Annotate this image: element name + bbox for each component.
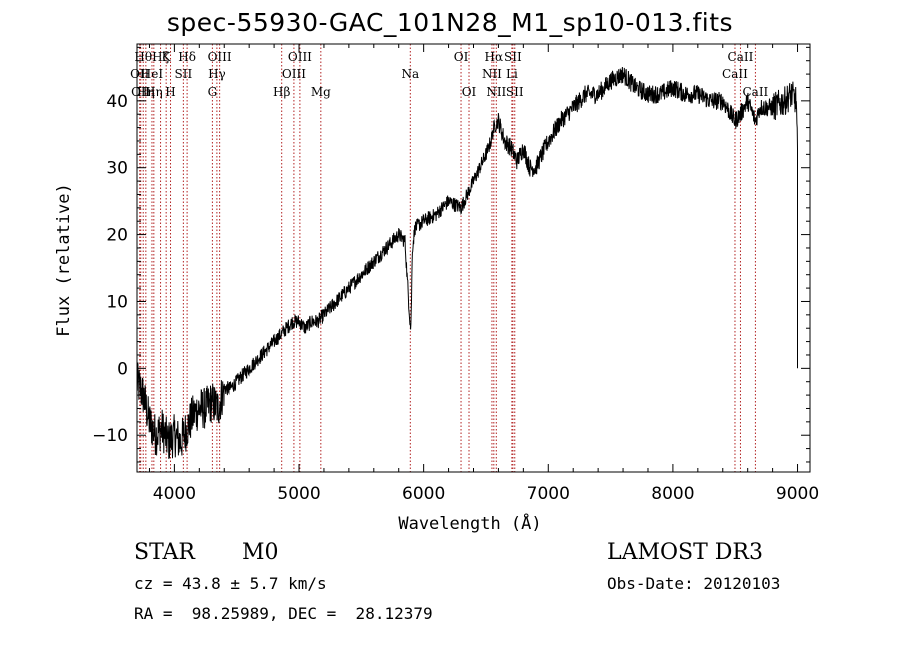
- y-tick-label: 20: [106, 226, 128, 246]
- spectral-line-label: SII: [506, 85, 524, 99]
- object-class: STAR: [134, 540, 195, 565]
- spectral-line-label: Hη: [137, 85, 155, 99]
- y-tick-label: 30: [106, 159, 128, 179]
- x-tick-label: 7000: [527, 484, 570, 504]
- spectral-line-markers: [139, 44, 756, 472]
- spectral-line-label: Na: [401, 67, 419, 81]
- y-tick-label: 10: [106, 292, 128, 312]
- spectral-line-label: HeI: [141, 67, 164, 81]
- chart-title: spec-55930-GAC_101N28_M1_sp10-013.fits: [166, 8, 734, 37]
- spectral-line-label: Hδ: [178, 50, 196, 64]
- spectral-line-label: Mg: [311, 85, 331, 99]
- spectral-line-label: SII: [504, 50, 522, 64]
- x-axis-ticks: 4000 5000 6000 7000 8000 9000: [148, 44, 819, 504]
- coordinates: RA = 98.25989, DEC = 28.12379: [134, 604, 433, 623]
- spectral-line-label: CaII: [728, 50, 754, 64]
- x-axis-label: Wavelength (Å): [398, 512, 541, 534]
- spectral-line-label: OI: [454, 50, 469, 64]
- spectrum-line: [136, 66, 798, 459]
- spectral-line-label: K: [162, 50, 172, 64]
- spectral-line-label: OI: [462, 85, 477, 99]
- survey-name: LAMOST DR3: [607, 540, 763, 565]
- spectral-line-label: CaII: [722, 67, 748, 81]
- spectral-line-label: Li: [506, 67, 518, 81]
- spectral-line-label: Hγ: [208, 67, 226, 81]
- spectral-line-label: G: [208, 85, 218, 99]
- x-tick-label: 4000: [153, 484, 196, 504]
- y-tick-label: 0: [117, 359, 128, 379]
- spectral-line-label: Hη: [145, 85, 163, 99]
- redshift-velocity: cz = 43.8 ± 5.7 km/s: [134, 574, 327, 593]
- spectral-line-label: OIII: [282, 67, 306, 81]
- spectral-line-label: Hα: [485, 50, 504, 64]
- spectral-line-label: OII: [131, 85, 151, 99]
- spectral-line-label: CaII: [742, 85, 768, 99]
- spectral-line-label: OIII: [288, 50, 312, 64]
- x-tick-label: 9000: [776, 484, 819, 504]
- x-tick-label: 6000: [402, 484, 445, 504]
- spectral-line-label: NII: [482, 67, 502, 81]
- y-tick-label: 40: [106, 92, 128, 112]
- observation-date: Obs-Date: 20120103: [607, 574, 781, 593]
- y-axis-label: Flux (relative): [54, 183, 74, 337]
- spectral-line-label: OIII: [208, 50, 232, 64]
- spectral-line-label: SII: [175, 67, 193, 81]
- y-tick-label: −10: [92, 426, 128, 446]
- y-axis-ticks: −10 0 10 20 30 40: [92, 46, 810, 463]
- spectral-line-label: NII: [486, 85, 506, 99]
- x-tick-label: 8000: [651, 484, 694, 504]
- spectral-line-label: H: [165, 85, 175, 99]
- spectral-line-label: Hζ: [152, 50, 169, 64]
- x-tick-label: 5000: [277, 484, 320, 504]
- spectral-line-label: Hβ: [273, 85, 290, 99]
- plot-frame: [136, 43, 811, 473]
- object-subclass: M0: [242, 540, 279, 565]
